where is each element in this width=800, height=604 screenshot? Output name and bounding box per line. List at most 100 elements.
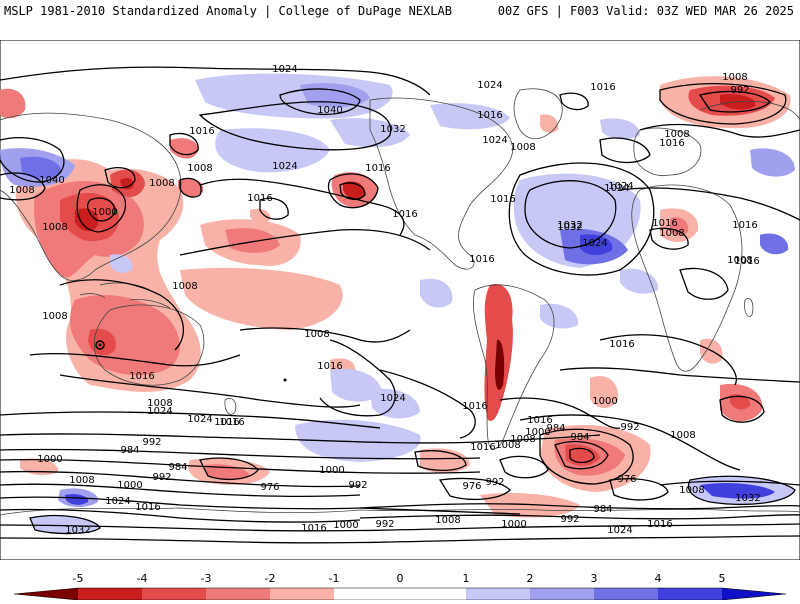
- isobar-label: 1008: [42, 222, 67, 233]
- colorbar-tick-label: -1: [329, 572, 340, 585]
- isobar-label: 1008: [670, 430, 695, 441]
- isobar-label: 1008: [187, 163, 212, 174]
- isobar-label: 992: [142, 437, 161, 448]
- colorbar-segment: [270, 588, 334, 600]
- isobar-label: 1024: [608, 181, 633, 192]
- isobar-label: 992: [152, 472, 171, 483]
- isobar-label: 1016: [317, 361, 342, 372]
- isobar-label: 984: [120, 445, 139, 456]
- colorbar-tick-label: 4: [655, 572, 662, 585]
- isobar-label: 1016: [219, 417, 244, 428]
- isobar-label: 1024: [582, 238, 607, 249]
- isobar-label: 1016: [647, 519, 672, 530]
- isobar-label: 1000: [525, 427, 550, 438]
- isobar-label: 1016: [129, 371, 154, 382]
- isobar-label: 1008: [149, 178, 174, 189]
- isobar-label: 1032: [735, 493, 760, 504]
- isobar-label: 1024: [604, 183, 629, 194]
- isobar-label: 1008: [727, 255, 752, 266]
- isobar-label: 1000: [37, 454, 62, 465]
- isobar-label: 1008: [69, 475, 94, 486]
- isobar-label: 992: [560, 514, 579, 525]
- isobar-label: 1032: [65, 525, 90, 536]
- isobar-label: 1016: [652, 218, 677, 229]
- isobar-label: 1008: [495, 440, 520, 451]
- isobar-label: 1000: [92, 207, 117, 218]
- isobar-label: 1008: [664, 129, 689, 140]
- map-title: MSLP 1981-2010 Standardized Anomaly | Co…: [4, 4, 452, 18]
- colorbar-tick-label: 5: [719, 572, 726, 585]
- isobar-label: 1016: [609, 339, 634, 350]
- colorbar-tick-label: 2: [527, 572, 534, 585]
- isobar-label: 1008: [304, 329, 329, 340]
- isobar-labels: 1024 1040 1024 1032 1016 1024 1016 1008 …: [9, 64, 760, 536]
- isobar-label: 992: [620, 422, 639, 433]
- north-america-outline: [369, 97, 513, 270]
- colorbar-segment: [530, 588, 594, 600]
- anomaly-map: 1024 1040 1024 1032 1016 1024 1016 1008 …: [0, 40, 800, 560]
- new-zealand-outline: [224, 397, 237, 415]
- isobar-label: 1008: [172, 281, 197, 292]
- low-center-marker: [283, 378, 287, 382]
- isobar-label: 1024: [147, 406, 172, 417]
- isobar-label: 976: [260, 482, 279, 493]
- isobar-label: 1016: [462, 401, 487, 412]
- isobar-label: 1024: [272, 161, 297, 172]
- isobar-label: 1008: [659, 228, 684, 239]
- isobar-label: 1016: [734, 256, 759, 267]
- colorbar-segment: [142, 588, 206, 600]
- isobar-label: 1016: [732, 220, 757, 231]
- negative-anomaly-shading: [0, 76, 791, 518]
- colorbar-segment: [400, 588, 466, 600]
- isobar-label: 1016: [214, 417, 239, 428]
- isobar-label: 1008: [510, 434, 535, 445]
- isobar-label: 1000: [501, 519, 526, 530]
- colorbar-tick-label: 3: [591, 572, 598, 585]
- isobar-label: 984: [168, 462, 187, 473]
- colorbar-arrow-high: [722, 588, 786, 600]
- isobar-label: 1032: [557, 220, 582, 231]
- isobar-label: 1016: [247, 193, 272, 204]
- colorbar-tick-label: -2: [265, 572, 276, 585]
- isobar-label: 1008: [147, 398, 172, 409]
- australia-outline: [93, 304, 205, 386]
- isobar-label: 992: [348, 480, 367, 491]
- isobar-label: 1008: [9, 185, 34, 196]
- isobar-label: 1000: [117, 480, 142, 491]
- asia-outline: [0, 100, 800, 281]
- africa-outline: [631, 184, 743, 372]
- isobar-label: 1000: [333, 520, 358, 531]
- isobar-label: 1008: [42, 311, 67, 322]
- isobar-label: 1040: [317, 105, 342, 116]
- greenland-outline: [513, 88, 563, 140]
- madagascar-outline: [744, 298, 754, 317]
- europe-outline: [633, 127, 702, 177]
- isobar-label: 1024: [477, 80, 502, 91]
- isobar-label: 1016: [659, 138, 684, 149]
- colorbar-segment: [658, 588, 722, 600]
- isobar-label: 1016: [469, 254, 494, 265]
- isobar-label: 1024: [187, 414, 212, 425]
- colorbar-tick-label: -4: [137, 572, 148, 585]
- colorbar-arrow-low: [14, 588, 78, 600]
- isobar-label: 992: [485, 477, 504, 488]
- isobar-label: 1008: [435, 515, 460, 526]
- isobar-label: 1016: [477, 110, 502, 121]
- colorbar-tick-label: 1: [463, 572, 470, 585]
- colorbar-tick-label: -3: [201, 572, 212, 585]
- anomaly-colorbar: -5 -4 -3 -2 -1 0 1 2 3 4 5: [0, 560, 800, 601]
- isobar-label: 1040: [39, 175, 64, 186]
- isobar-label: 992: [730, 85, 749, 96]
- isobar-label: 992: [375, 519, 394, 530]
- pressure-centers: [95, 340, 287, 382]
- isobar-label: 1016: [301, 523, 326, 534]
- isobar-contours: [0, 66, 800, 544]
- colorbar-tick-label: -5: [73, 572, 84, 585]
- south-america-outline: [473, 284, 555, 450]
- isobar-label: 1024: [607, 525, 632, 536]
- isobar-label: 1016: [135, 502, 160, 513]
- isobar-label: 1008: [722, 72, 747, 83]
- isobar-label: 984: [570, 432, 589, 443]
- isobar-label: 984: [593, 504, 612, 515]
- isobar-label: 1000: [319, 465, 344, 476]
